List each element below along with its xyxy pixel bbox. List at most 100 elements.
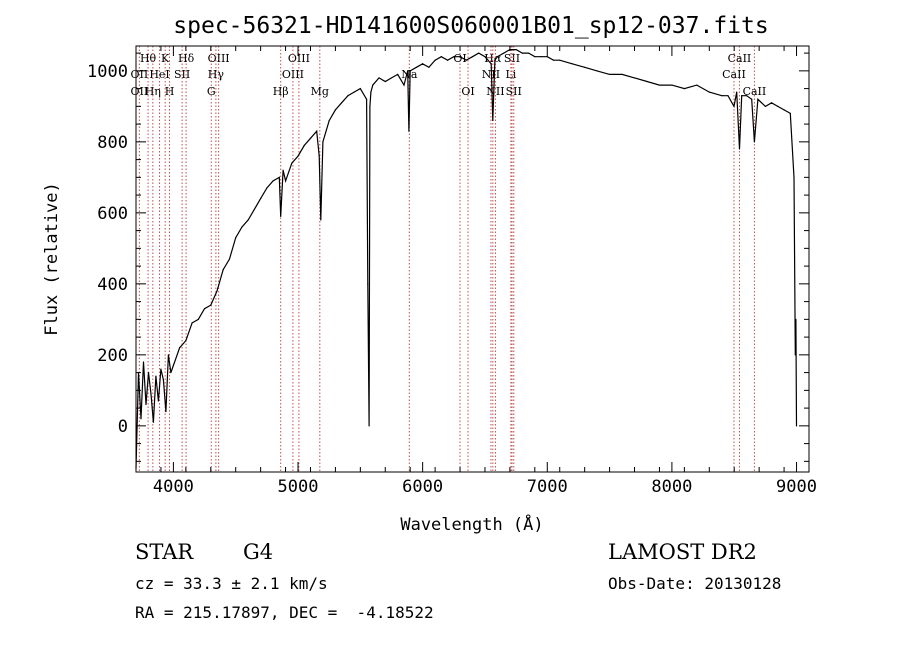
spectrum-point	[453, 56, 455, 58]
line-label-11: G	[207, 85, 216, 98]
spectrum-point	[559, 59, 561, 61]
line-label-25: CaII	[728, 52, 752, 65]
spectrum-point	[157, 400, 160, 402]
spectrum-point	[496, 56, 499, 58]
spectrum-point	[280, 215, 282, 217]
spectrum-point	[172, 364, 174, 367]
spectrum-point	[789, 112, 791, 115]
spectrum-point	[484, 56, 486, 58]
spectrum-point	[341, 102, 343, 104]
line-label-0: Hθ	[140, 52, 157, 65]
spectrum-point	[228, 258, 231, 260]
spectrum-point	[140, 418, 142, 420]
spectrum-point	[584, 66, 586, 68]
line-label-6: Hδ	[178, 52, 195, 65]
obs-date-text: Obs-Date: 20130128	[608, 574, 782, 593]
spectrum-point	[738, 148, 741, 150]
spectrum-point	[309, 137, 312, 139]
line-label-4: HeI	[149, 68, 169, 81]
spectrum-point	[596, 70, 598, 72]
spectrum-point	[764, 105, 766, 107]
spectrum-point	[162, 379, 165, 381]
coordinates-text: RA = 215.17897, DEC = -4.18522	[135, 603, 434, 622]
x-tick-label-0: 4000	[153, 477, 194, 497]
line-label-5: Hη	[145, 85, 161, 98]
spectrum-point	[372, 84, 374, 86]
spectrum-point	[322, 141, 324, 143]
line-label-20: SII	[504, 52, 520, 65]
spectrum-point	[783, 109, 785, 111]
x-axis-label: Wavelength (Å)	[400, 513, 543, 535]
spectrum-point	[260, 198, 262, 200]
spectrum-point	[368, 425, 370, 427]
spectrum-point	[428, 66, 430, 68]
spectrum-point	[390, 77, 393, 79]
spectrum-point	[197, 318, 199, 320]
spectrum-point	[170, 372, 172, 374]
spectrum-point	[646, 80, 648, 83]
line-label-3: K	[161, 52, 170, 65]
spectrum-point	[407, 70, 409, 72]
spectrum-point	[415, 66, 418, 68]
redshift-text: cz = 33.3 ± 2.1 km/s	[135, 574, 328, 593]
y-axis-label: Flux (relative)	[42, 182, 62, 336]
spectrum-point	[478, 52, 480, 54]
spectrum-point	[733, 105, 735, 107]
spectrum-point	[494, 59, 496, 61]
spectrum-point	[167, 354, 170, 356]
spectrum-point	[334, 109, 337, 111]
spectrum-point	[203, 308, 206, 310]
spectrum-point	[165, 411, 167, 413]
spectrum-point	[795, 425, 798, 427]
spectrum-point	[471, 56, 474, 58]
chart-title: spec-56321-HD141600S060001B01_sp12-037.f…	[173, 13, 768, 39]
spectrum-point	[241, 226, 243, 228]
spectrum-point	[794, 354, 796, 356]
spectrum-point	[397, 73, 399, 75]
spectrum-point	[746, 95, 748, 97]
spectrum-point	[185, 340, 187, 342]
spectrum-point	[540, 56, 542, 58]
spectrum-point	[318, 155, 320, 157]
line-label-18: OI	[461, 85, 474, 98]
spectrum-point	[459, 56, 461, 58]
spectrum-point	[328, 119, 330, 122]
line-label-12: OIII	[288, 52, 310, 65]
spectrum-point	[608, 73, 611, 75]
spectrum-point	[316, 130, 318, 132]
spectrum-point	[721, 95, 723, 97]
spectrum-point	[272, 180, 274, 182]
spectrum-point	[753, 141, 756, 143]
spectrum-point	[440, 56, 442, 58]
y-tick-label-0: 0	[118, 417, 128, 437]
spectrum-point	[320, 219, 322, 221]
spectrum-point	[160, 368, 162, 370]
line-label-1: OII	[131, 68, 149, 81]
line-label-8: H	[165, 85, 175, 98]
spectrum-point	[266, 187, 268, 189]
x-tick-label-2: 6000	[402, 477, 443, 497]
spectrum-point	[633, 77, 636, 79]
y-tick-label-1: 200	[97, 346, 128, 366]
spectrum-point	[736, 91, 738, 93]
spectrum-point	[422, 63, 424, 65]
spectrum-point	[353, 91, 355, 93]
spectrum-point	[384, 80, 386, 83]
spectrum-point	[658, 84, 661, 86]
spectrum-point	[793, 176, 795, 178]
spectrum-point	[527, 52, 530, 54]
spectrum-point	[365, 98, 368, 100]
line-label-15: Mg	[311, 85, 329, 98]
line-label-9: OIII	[208, 52, 230, 65]
plot-frame	[135, 45, 810, 473]
spectrum-point	[191, 322, 193, 324]
spectrum-line	[135, 48, 798, 469]
object-subclass: G4	[243, 540, 274, 564]
spectrum-point	[515, 48, 517, 51]
spectrum-point	[795, 318, 797, 320]
spectrum-point	[696, 84, 698, 86]
spectrum-point	[216, 290, 218, 292]
spectrum-point	[446, 59, 449, 61]
spectrum-point	[403, 84, 405, 86]
spectrum-point	[490, 63, 492, 65]
